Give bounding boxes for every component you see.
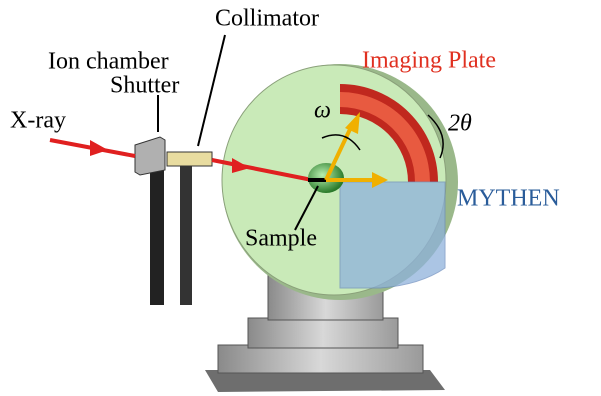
label: Ion chamber — [48, 49, 169, 75]
label: 2θ — [448, 111, 472, 137]
label: Sample — [245, 226, 317, 252]
label: MYTHEN — [457, 186, 560, 212]
label: ω — [314, 98, 331, 124]
diagram: Collimator Ion chamber Shutter X-ray Ima… — [0, 0, 601, 396]
mythen-detector — [340, 182, 445, 288]
label: Shutter — [110, 73, 179, 99]
stands — [135, 137, 212, 305]
label: Collimator — [215, 6, 319, 32]
label: Imaging Plate — [362, 48, 496, 74]
label: X-ray — [10, 108, 66, 134]
